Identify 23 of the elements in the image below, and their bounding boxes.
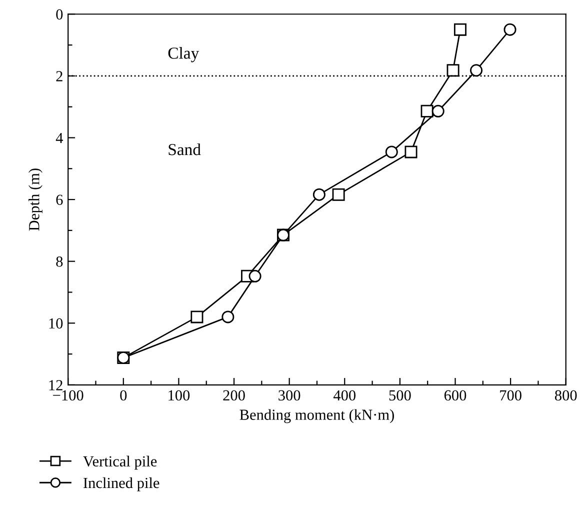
y-tick-label: 10 xyxy=(49,318,63,329)
annotation: Sand xyxy=(168,143,201,156)
y-tick-label: 2 xyxy=(56,71,62,82)
y-tick-label: 12 xyxy=(49,380,62,390)
x-tick-label: 0 xyxy=(120,390,127,401)
x-tick-label: 200 xyxy=(223,390,245,401)
x-tick-label: 500 xyxy=(389,390,411,401)
annotation: Clay xyxy=(168,47,200,62)
x-tick-label: 100 xyxy=(168,390,190,401)
y-tick-label: 8 xyxy=(56,256,63,267)
y-axis-title: Depth (m) xyxy=(28,168,42,231)
legend-label: Inclined pile xyxy=(83,477,160,492)
y-tick-label: 4 xyxy=(56,132,63,144)
x-tick-label: 300 xyxy=(278,390,300,401)
y-tick-label: 0 xyxy=(56,9,63,20)
x-tick-label: 400 xyxy=(333,390,356,401)
x-axis-title: Bending moment (kN·m) xyxy=(240,409,394,424)
legend-label: Vertical pile xyxy=(83,456,157,470)
y-tick-label: 6 xyxy=(56,194,63,205)
x-tick-label: 600 xyxy=(444,390,466,401)
x-tick-label: −100 xyxy=(53,390,84,401)
x-tick-label: 800 xyxy=(554,390,577,401)
x-tick-label: 700 xyxy=(500,390,522,401)
